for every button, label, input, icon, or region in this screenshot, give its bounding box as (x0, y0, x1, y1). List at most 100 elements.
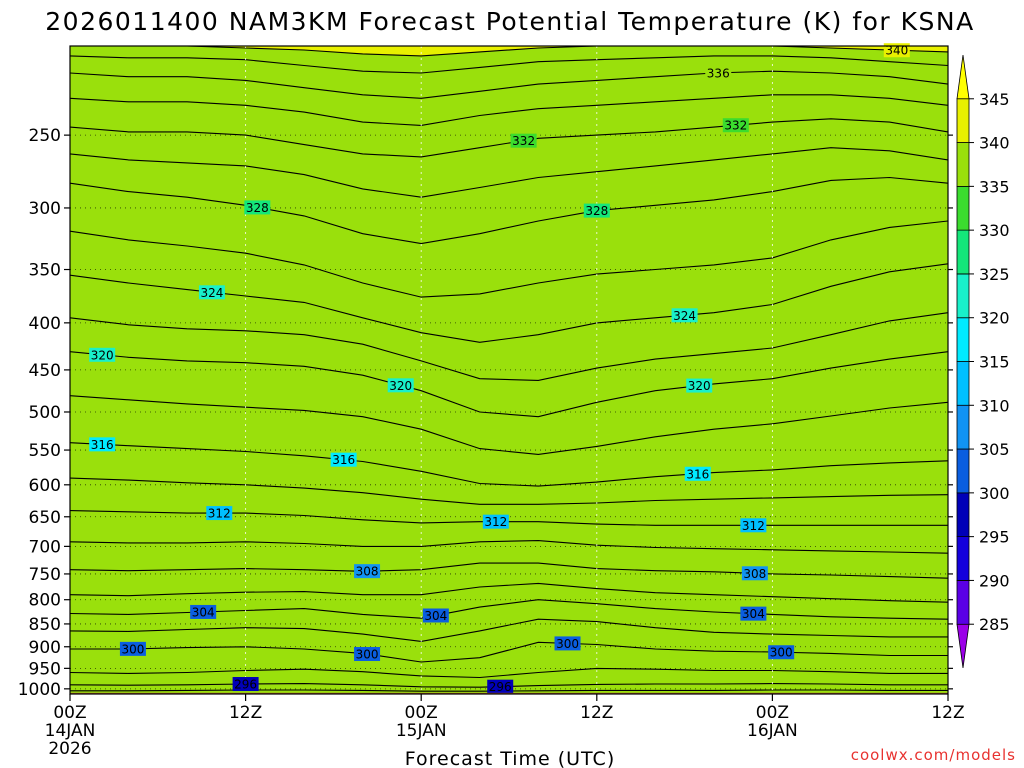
contour-label-bg (198, 285, 225, 300)
contour-306 (70, 582, 948, 603)
colorbar-swatch-11 (956, 142, 970, 187)
contour-label-bg (482, 514, 509, 529)
contour-338 (70, 55, 948, 74)
contour-label-bg (190, 604, 217, 619)
contour-label-bg (740, 606, 767, 621)
contour-298 (70, 667, 948, 679)
colorbar-swatch-9 (956, 229, 970, 275)
contour-label-bg (119, 641, 146, 656)
contour-label-text: 312 (742, 519, 765, 533)
contour-label-text: 324 (673, 309, 696, 323)
colorbar-label-295: 295 (979, 528, 1010, 547)
x-axis-label: Forecast Time (UTC) (405, 748, 615, 768)
contour-label-300: 300 (119, 641, 146, 656)
contour-label-bg (89, 437, 116, 452)
contour-label-bg (722, 118, 749, 133)
contour-label-bg (686, 378, 713, 393)
contour-label-316: 316 (89, 437, 116, 452)
contour-label-text: 304 (192, 605, 215, 619)
contour-label-text: 300 (356, 648, 379, 662)
contour-314 (70, 477, 948, 505)
x-tick-label-24-1: 15JAN (396, 721, 447, 741)
contour-332 (70, 118, 948, 158)
contour-label-text: 320 (389, 379, 412, 393)
contour-label-text: 300 (556, 637, 579, 651)
contour-label-bg (330, 452, 357, 467)
credit-link[interactable]: coolwx.com/models (851, 746, 1016, 764)
contour-label-bg (354, 647, 381, 662)
colorbar-swatch-12 (956, 98, 970, 143)
contour-label-bg (232, 677, 259, 692)
y-tick-label-1000: 1000 (18, 680, 61, 700)
colorbar-label-315: 315 (979, 353, 1010, 372)
contour-label-bg (883, 43, 910, 58)
contour-label-bg (89, 347, 116, 362)
x-tick-label-36-0: 12Z (580, 703, 613, 723)
y-tick-label-950: 950 (29, 659, 61, 679)
contour-label-bg (671, 308, 698, 323)
contour-304 (70, 599, 948, 620)
y-tick-label-700: 700 (29, 537, 61, 557)
contour-label-text: 324 (200, 286, 223, 300)
contour-label-300: 300 (354, 647, 381, 662)
contour-label-bg (554, 636, 581, 651)
y-tick-label-900: 900 (29, 638, 61, 658)
colorbar-swatch-4 (956, 448, 970, 494)
x-tick-label-48-0: 00Z (756, 703, 789, 723)
x-tick-label-24-0: 00Z (405, 703, 438, 723)
theta-band-below-340 (70, 46, 948, 694)
colorbar-label-290: 290 (979, 571, 1010, 590)
colorbar-label-340: 340 (979, 134, 1010, 153)
contour-label-296: 296 (232, 677, 259, 692)
x-tick-label-12-0: 12Z (229, 703, 262, 723)
contour-340 (70, 46, 948, 57)
contour-label-text: 300 (770, 646, 793, 660)
contour-label-312: 312 (482, 514, 509, 529)
contour-label-text: 316 (686, 467, 709, 481)
contour-label-text: 316 (332, 453, 355, 467)
contour-label-320: 320 (387, 378, 414, 393)
grid-lines (70, 46, 948, 694)
y-tick-label-300: 300 (29, 199, 61, 219)
contour-label-bg (741, 566, 768, 581)
contour-label-324: 324 (198, 285, 225, 300)
contour-label-text: 304 (424, 609, 447, 623)
theta-filled-bands (70, 46, 948, 694)
contour-label-296: 296 (487, 679, 514, 694)
contour-label-bg (487, 679, 514, 694)
y-tick-label-250: 250 (29, 126, 61, 146)
contour-label-332: 332 (722, 118, 749, 133)
contour-330 (70, 147, 948, 198)
contour-label-text: 312 (484, 515, 507, 529)
x-tick-label-60-0: 12Z (931, 703, 964, 723)
contour-label-312: 312 (206, 506, 233, 521)
contour-322 (70, 312, 948, 381)
contour-318 (70, 395, 948, 455)
contour-label-text: 300 (121, 642, 144, 656)
contour-label-300: 300 (554, 636, 581, 651)
y-tick-label-550: 550 (29, 441, 61, 461)
contour-label-text: 296 (234, 678, 257, 692)
y-axis-pressure: 250 300 350 400 450 500 550 600 650 700 750 800 850 9… (18, 126, 953, 700)
theta-contour-lines (70, 46, 948, 692)
contour-label-text: 304 (742, 607, 765, 621)
contour-300 (70, 641, 948, 663)
contour-label-324: 324 (671, 308, 698, 323)
contour-label-text: 316 (91, 438, 114, 452)
colorbar-swatch-10 (956, 185, 970, 231)
y-tick-label-650: 650 (29, 508, 61, 528)
y-tick-label-600: 600 (29, 476, 61, 496)
chart-title: 2026011400 NAM3KM Forecast Potential Tem… (45, 7, 974, 36)
contour-label-bg (387, 378, 414, 393)
y-tick-label-500: 500 (29, 403, 61, 423)
colorbar-label-310: 310 (979, 396, 1010, 415)
contour-label-bg (510, 133, 537, 148)
colorbar-swatch-1 (956, 580, 970, 625)
contour-label-bg (354, 564, 381, 579)
contour-label-bg (206, 506, 233, 521)
colorbar-swatch-13 (956, 54, 970, 100)
y-tick-label-850: 850 (29, 615, 61, 635)
contour-label-300: 300 (768, 645, 795, 660)
y-tick-label-800: 800 (29, 591, 61, 611)
